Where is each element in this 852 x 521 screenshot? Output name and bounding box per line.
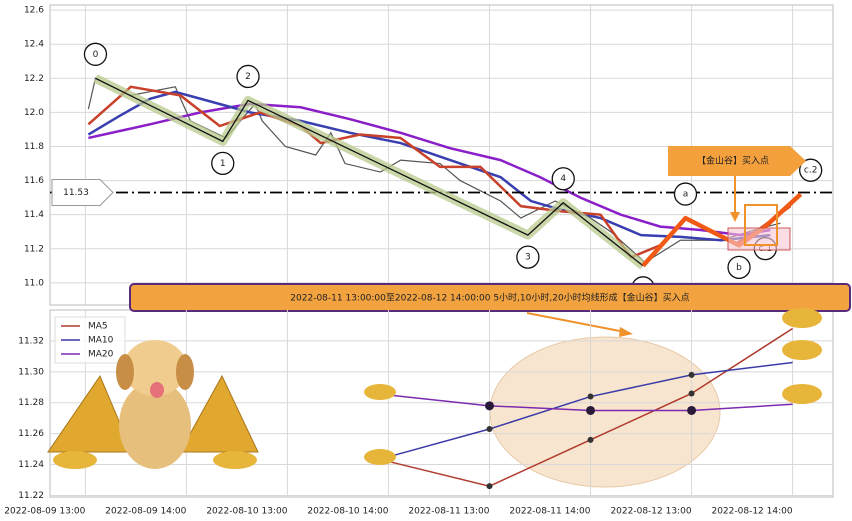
wave-marker	[799, 158, 823, 182]
callout-box	[727, 227, 791, 251]
x-tick-label: 2022-08-09 14:00	[105, 507, 186, 517]
gold-ingot	[782, 340, 822, 360]
legend-label: MA5	[88, 322, 108, 332]
dog-head	[123, 340, 187, 396]
y-tick-label: 11.0	[24, 278, 44, 288]
y-tick-label: 11.26	[18, 429, 44, 439]
point	[587, 436, 594, 443]
y-tick-label: 12.2	[24, 74, 44, 84]
wave-marker	[727, 255, 751, 279]
wave-label: 1	[220, 159, 226, 169]
annotation-pointer	[526, 312, 626, 333]
highlight-ellipse	[489, 336, 721, 488]
wave-marker	[211, 151, 235, 176]
callout-text: 【金山谷】买入点	[697, 155, 769, 167]
y-tick-label: 12.0	[24, 108, 44, 118]
wave-marker	[516, 245, 540, 269]
callout-box	[744, 204, 778, 246]
reference-label: 11.53	[63, 188, 89, 198]
x-tick-label: 2022-08-11 14:00	[509, 507, 590, 517]
dog-body	[119, 381, 191, 469]
wave-marker	[673, 182, 698, 206]
legend-label: MA20	[88, 350, 114, 360]
x-tick-label: 2022-08-09 13:00	[4, 507, 85, 517]
callout-pointer-head	[730, 212, 740, 222]
gold-ingot	[213, 451, 257, 469]
annotation-text: 2022-08-11 13:00:00至2022-08-12 14:00:00 …	[290, 292, 689, 304]
dog-ear	[176, 354, 194, 390]
y-tick-label: 11.24	[18, 460, 44, 470]
wave-label: a	[683, 190, 689, 200]
y-tick-label: 11.30	[18, 367, 44, 377]
dog-ear	[116, 354, 134, 390]
pyramid	[179, 374, 259, 453]
y-tick-label: 11.4	[24, 210, 44, 220]
y-tick-label: 11.22	[18, 491, 44, 501]
gold-ingot	[364, 384, 396, 400]
y-tick-label: 11.6	[24, 176, 44, 186]
gold-ingot	[782, 308, 822, 328]
wave-marker	[83, 42, 108, 66]
wave-label: 0	[93, 50, 99, 60]
wave-label: 2	[245, 72, 251, 82]
wave-label: 4	[560, 174, 566, 184]
x-tick-label: 2022-08-10 14:00	[307, 507, 388, 517]
gold-ingot	[53, 451, 97, 469]
annotation-box	[129, 283, 851, 312]
y-tick-label: 12.6	[24, 6, 44, 16]
point	[587, 393, 594, 400]
decor-under	[489, 336, 721, 488]
x-tick-label: 2022-08-12 13:00	[610, 507, 691, 517]
y-tick-label: 11.8	[24, 142, 44, 152]
wave-label: 3	[525, 253, 531, 263]
wave-label: b	[736, 263, 742, 273]
point	[486, 426, 493, 432]
series-line	[88, 102, 771, 237]
y-tick-label: 12.4	[24, 40, 44, 50]
pyramid	[47, 374, 133, 453]
point	[688, 371, 695, 378]
callout-arrow	[668, 146, 806, 176]
wave-label: c.2	[804, 166, 818, 176]
legend-label: MA10	[88, 336, 114, 346]
reference-tag	[51, 179, 114, 206]
point	[484, 401, 494, 411]
wave-line	[95, 77, 644, 267]
point	[586, 405, 596, 415]
x-tick-label: 2022-08-11 13:00	[408, 507, 489, 517]
wave-marker	[236, 64, 260, 89]
point	[688, 390, 695, 397]
y-tick-label: 11.2	[24, 244, 44, 254]
annotation-pointer-head	[619, 327, 633, 337]
dog-tongue	[150, 382, 164, 398]
y-tick-label: 11.28	[18, 398, 44, 408]
gold-ingot	[782, 384, 822, 404]
x-tick-label: 2022-08-10 13:00	[206, 507, 287, 517]
gold-ingot	[364, 449, 396, 465]
y-tick-label: 11.32	[18, 336, 44, 346]
point	[486, 483, 493, 490]
wave-marker	[551, 167, 575, 191]
x-tick-label: 2022-08-12 14:00	[711, 507, 792, 517]
point	[687, 405, 697, 415]
